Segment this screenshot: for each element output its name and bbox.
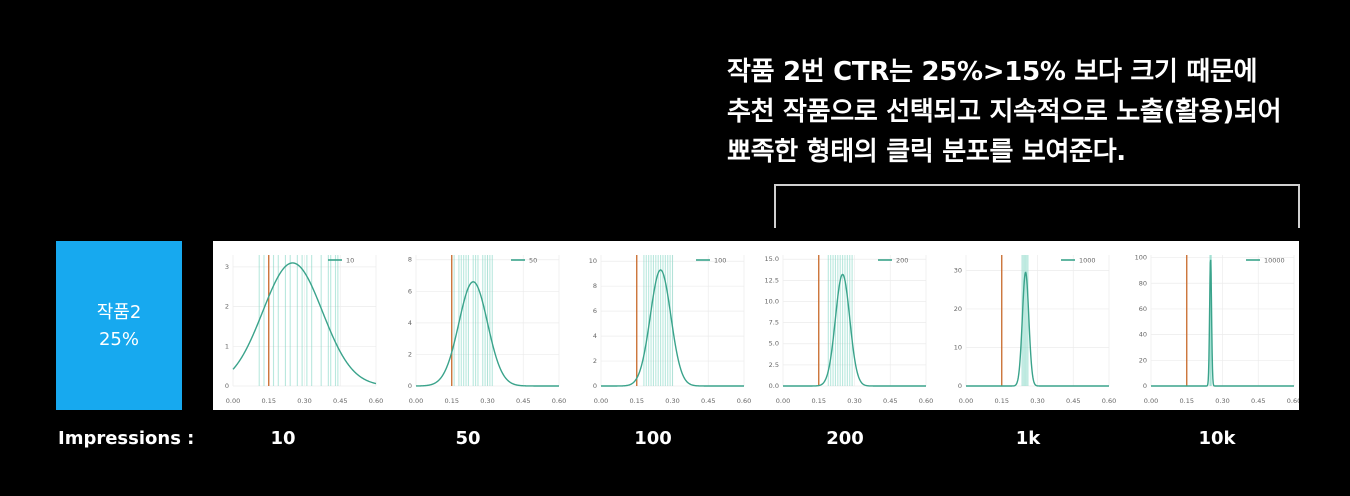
y-tick-label: 4 [593, 332, 597, 340]
impressions-value-100: 100 [634, 428, 672, 449]
y-tick-label: 8 [408, 256, 412, 264]
x-tick-label: 0.60 [1287, 397, 1299, 405]
x-tick-label: 0.60 [919, 397, 933, 405]
y-tick-label: 0 [408, 382, 412, 390]
y-tick-label: 0 [225, 382, 229, 390]
chart-panel-6: 0 20 40 60 80 100 0.00 0.15 0.30 0.45 0.60 10000 [1135, 254, 1299, 405]
x-tick-label: 0.45 [701, 397, 715, 405]
y-tick-label: 0 [1143, 382, 1147, 390]
x-tick-label: 0.00 [594, 397, 608, 405]
impressions-value-10k: 10k [1198, 428, 1235, 449]
x-tick-label: 0.30 [1215, 397, 1229, 405]
x-tick-label: 0.60 [1102, 397, 1116, 405]
x-tick-label: 0.15 [995, 397, 1009, 405]
item-name: 작품2 [97, 299, 142, 326]
x-tick-label: 0.30 [480, 397, 494, 405]
y-tick-label: 15.0 [765, 255, 779, 263]
y-tick-label: 5.0 [769, 340, 779, 348]
x-tick-label: 0.15 [1180, 397, 1194, 405]
y-tick-label: 8 [593, 282, 597, 290]
impressions-value-1k: 1k [1016, 428, 1041, 449]
chart-panel-2: 0 2 4 6 8 0.00 0.15 0.30 0.45 0.60 50 [408, 255, 566, 405]
caption-line-2: 추천 작품으로 선택되고 지속적으로 노출(활용)되어 [727, 92, 1342, 132]
y-tick-label: 40 [1139, 331, 1147, 339]
y-tick-label: 2 [225, 303, 229, 311]
impressions-value-50: 50 [455, 428, 480, 449]
x-tick-label: 0.60 [552, 397, 566, 405]
legend-label: 200 [896, 257, 908, 265]
chart-strip: 0 1 2 3 0.00 0.15 0.30 0.45 0.60 10 0 2 4 6 8 0.00 0.15 0… [213, 241, 1299, 410]
x-tick-label: 0.45 [1251, 397, 1265, 405]
x-tick-label: 0.15 [445, 397, 459, 405]
y-tick-label: 4 [408, 319, 412, 327]
x-tick-label: 0.00 [959, 397, 973, 405]
x-tick-label: 0.60 [737, 397, 751, 405]
caption-line-3: 뾰족한 형태의 클릭 분포를 보여준다. [727, 132, 1342, 172]
y-tick-label: 30 [954, 266, 962, 274]
y-tick-label: 2 [408, 350, 412, 358]
x-tick-label: 0.00 [776, 397, 790, 405]
item-ctr: 25% [99, 326, 139, 353]
legend-label: 50 [529, 257, 537, 265]
y-tick-label: 0 [958, 382, 962, 390]
y-tick-label: 6 [593, 307, 597, 315]
x-tick-label: 0.00 [1144, 397, 1158, 405]
y-tick-label: 2 [593, 357, 597, 365]
chart-panel-4: 0.0 2.5 5.0 7.5 10.0 12.5 15.0 0.00 0.15 0.30 0.45… [765, 255, 934, 405]
x-tick-label: 0.45 [883, 397, 897, 405]
y-tick-label: 10 [589, 257, 597, 265]
x-tick-label: 0.00 [409, 397, 423, 405]
x-tick-label: 0.45 [333, 397, 347, 405]
x-tick-label: 0.15 [262, 397, 276, 405]
y-tick-label: 80 [1139, 279, 1147, 287]
x-tick-label: 0.30 [665, 397, 679, 405]
y-tick-label: 100 [1135, 254, 1147, 262]
y-tick-label: 20 [1139, 356, 1147, 364]
x-tick-label: 0.30 [847, 397, 861, 405]
impressions-value-200: 200 [826, 428, 864, 449]
legend-label: 1000 [1079, 257, 1096, 265]
x-tick-label: 0.45 [1066, 397, 1080, 405]
x-tick-label: 0.60 [369, 397, 383, 405]
x-tick-label: 0.30 [1030, 397, 1044, 405]
chart-panel-5: 0 10 20 30 0.00 0.15 0.30 0.45 0.60 1000 [954, 255, 1117, 405]
chart-panel-1: 0 1 2 3 0.00 0.15 0.30 0.45 0.60 10 [225, 255, 383, 405]
y-tick-label: 6 [408, 287, 412, 295]
y-tick-label: 2.5 [769, 361, 779, 369]
legend-label: 100 [714, 257, 726, 265]
y-tick-label: 10 [954, 343, 962, 351]
impressions-label: Impressions : [58, 428, 194, 449]
item-box: 작품2 25% [56, 241, 182, 410]
y-tick-label: 0 [593, 382, 597, 390]
y-tick-label: 3 [225, 263, 229, 271]
legend-label: 10 [346, 257, 354, 265]
legend-label: 10000 [1264, 257, 1285, 265]
y-tick-label: 60 [1139, 305, 1147, 313]
y-tick-label: 20 [954, 305, 962, 313]
x-tick-label: 0.00 [226, 397, 240, 405]
x-tick-label: 0.15 [630, 397, 644, 405]
y-tick-label: 7.5 [769, 319, 779, 327]
caption-line-1: 작품 2번 CTR는 25%>15% 보다 크기 때문에 [727, 52, 1342, 92]
y-tick-label: 0.0 [769, 382, 779, 390]
caption: 작품 2번 CTR는 25%>15% 보다 크기 때문에 추천 작품으로 선택되… [727, 52, 1342, 172]
chart-panel-3: 0 2 4 6 8 10 0.00 0.15 0.30 0.45 0.60 100 [589, 255, 752, 405]
impressions-value-10: 10 [270, 428, 295, 449]
bracket-annotation [774, 184, 1300, 228]
x-tick-label: 0.30 [297, 397, 311, 405]
y-tick-label: 10.0 [765, 297, 779, 305]
x-tick-label: 0.45 [516, 397, 530, 405]
x-tick-label: 0.15 [812, 397, 826, 405]
y-tick-label: 1 [225, 342, 229, 350]
y-tick-label: 12.5 [765, 276, 779, 284]
